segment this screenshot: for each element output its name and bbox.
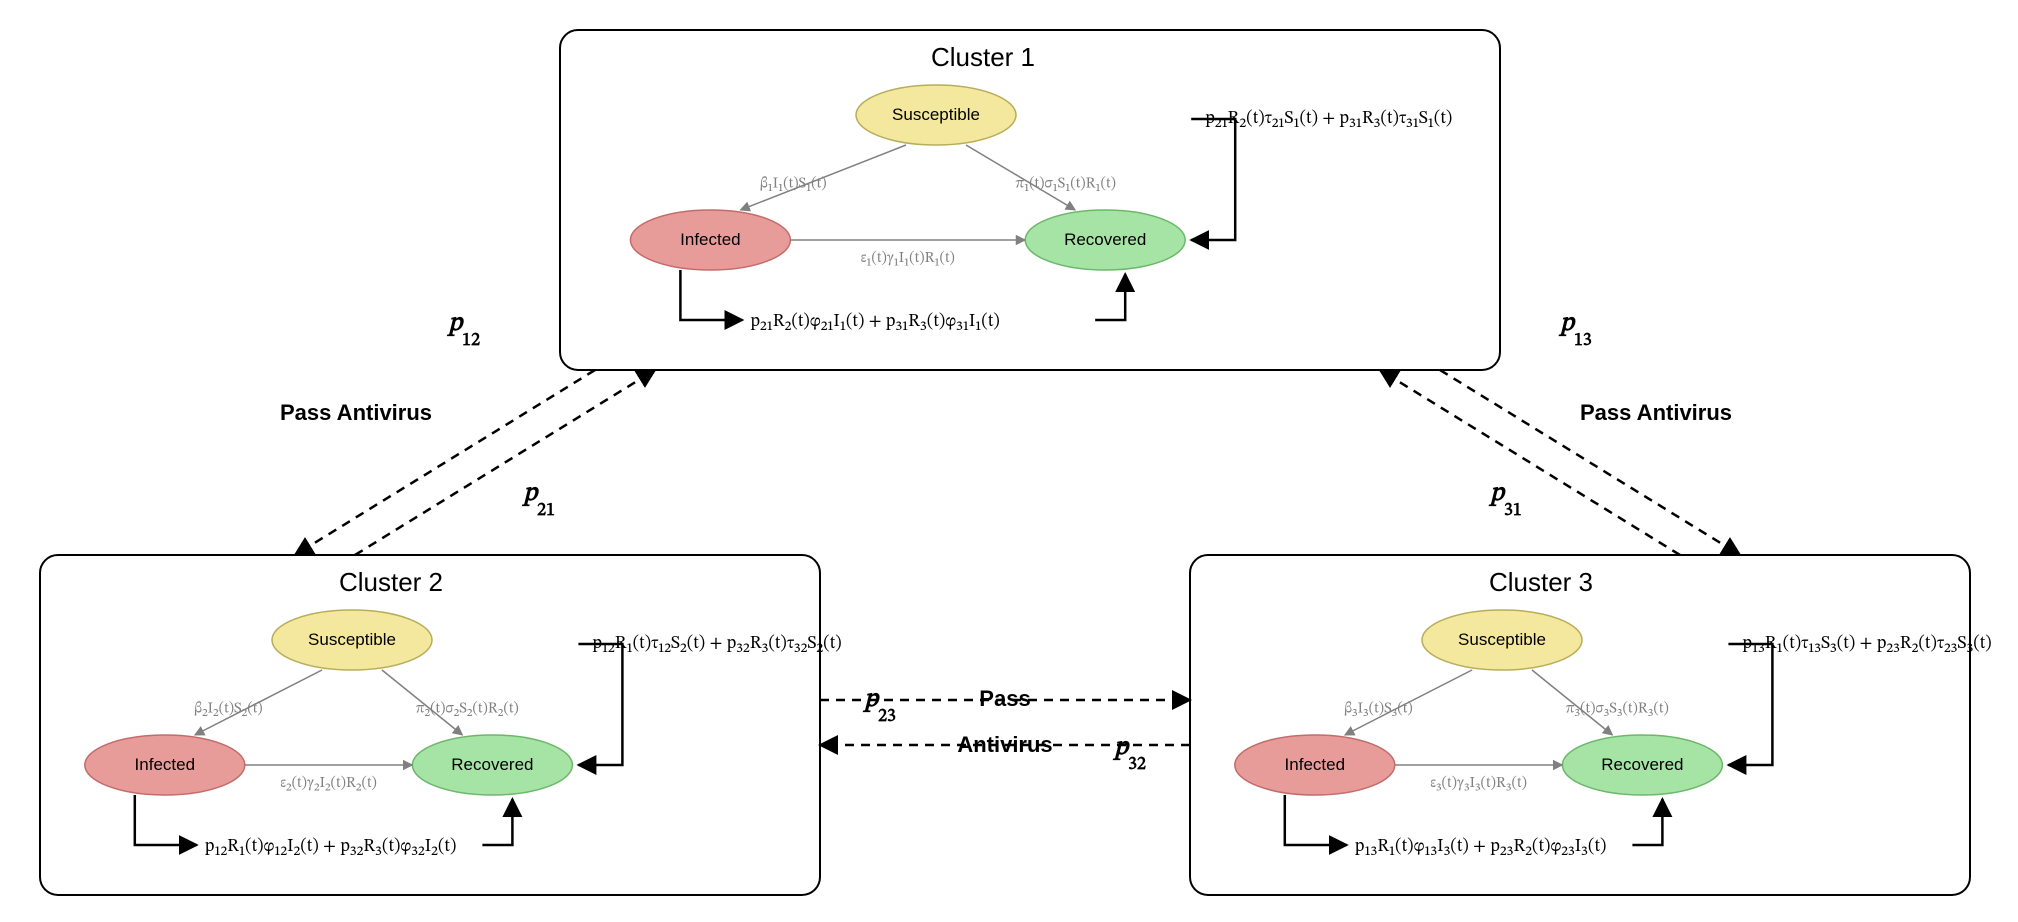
eq-s-r-1: π₁(t)σ₁S₁(t)R₁(t): [1015, 177, 1116, 192]
eq-ext-top-3: p₁₃R₁(t)τ₁₃S₃(t) + p₂₃R₂(t)τ₂₃S₃(t): [1742, 634, 1991, 653]
cluster-title-2: Cluster 2: [339, 567, 443, 597]
diagram-canvas: Cluster 1 Susceptible Infected Recovered β₁I…: [0, 0, 2018, 922]
eq-s-i-2: β₂I₂(t)S₂(t): [194, 702, 263, 717]
cluster-2: Cluster 2 Susceptible Infected Recovered β₂I…: [40, 555, 842, 895]
susceptible-label-1: Susceptible: [892, 105, 980, 124]
cluster-title-3: Cluster 3: [1489, 567, 1593, 597]
eq-ext-top-1: p₂₁R₂(t)τ₂₁S₁(t) + p₃₁R₃(t)τ₃₁S₁(t): [1205, 109, 1452, 128]
recovered-label-2: Recovered: [451, 755, 533, 774]
eq-ext-bot-3: p₁₃R₁(t)φ₁₃I₃(t) + p₂₃R₂(t)φ₂₃I₃(t): [1355, 837, 1607, 856]
eq-ext-bot-2: p₁₂R₁(t)φ₁₂I₂(t) + p₃₂R₃(t)φ₃₂I₂(t): [205, 837, 457, 856]
susceptible-label-3: Susceptible: [1458, 630, 1546, 649]
edge-p31: [1380, 370, 1680, 555]
eq-s-i-1: β₁I₁(t)S₁(t): [760, 177, 827, 192]
prob-p21: p21: [521, 481, 555, 520]
susceptible-label-2: Susceptible: [308, 630, 396, 649]
pass-label-bottom-2: Antivirus: [957, 732, 1052, 757]
recovered-label-1: Recovered: [1064, 230, 1146, 249]
eq-i-r-3: ε₃(t)γ₃I₃(t)R₃(t): [1430, 776, 1527, 791]
infected-label-2: Infected: [135, 755, 196, 774]
edge-p13: [1440, 370, 1740, 555]
eq-s-i-3: β₃I₃(t)S₃(t): [1344, 702, 1413, 717]
prob-p13: p13: [1558, 311, 1592, 350]
eq-ext-top-2: p₁₂R₁(t)τ₁₂S₂(t) + p₃₂R₃(t)τ₃₂S₂(t): [592, 634, 841, 653]
edge-p21: [355, 370, 655, 555]
cluster-1: Cluster 1 Susceptible Infected Recovered β₁I…: [560, 30, 1500, 370]
pass-antivirus-right: Pass Antivirus: [1580, 400, 1732, 425]
eq-s-r-2: π₂(t)σ₂S₂(t)R₂(t): [416, 702, 519, 717]
prob-p12: p12: [446, 311, 480, 350]
pass-antivirus-left: Pass Antivirus: [280, 400, 432, 425]
cluster-3: Cluster 3 Susceptible Infected Recovered β₃I…: [1190, 555, 1992, 895]
eq-ext-bot-1: p₂₁R₂(t)φ₂₁I₁(t) + p₃₁R₃(t)φ₃₁I₁(t): [750, 312, 999, 331]
prob-p31: p31: [1488, 481, 1522, 520]
pass-label-bottom-1: Pass: [979, 686, 1030, 711]
recovered-label-3: Recovered: [1601, 755, 1683, 774]
prob-p23: p23: [862, 687, 896, 726]
edge-p12: [295, 370, 595, 555]
infected-label-3: Infected: [1285, 755, 1346, 774]
prob-p32: p32: [1112, 735, 1146, 774]
eq-i-r-1: ε₁(t)γ₁I₁(t)R₁(t): [861, 251, 955, 266]
eq-s-r-3: π₃(t)σ₃S₃(t)R₃(t): [1566, 702, 1669, 717]
cluster-title-1: Cluster 1: [931, 42, 1035, 72]
eq-i-r-2: ε₂(t)γ₂I₂(t)R₂(t): [280, 776, 377, 791]
infected-label-1: Infected: [680, 230, 741, 249]
